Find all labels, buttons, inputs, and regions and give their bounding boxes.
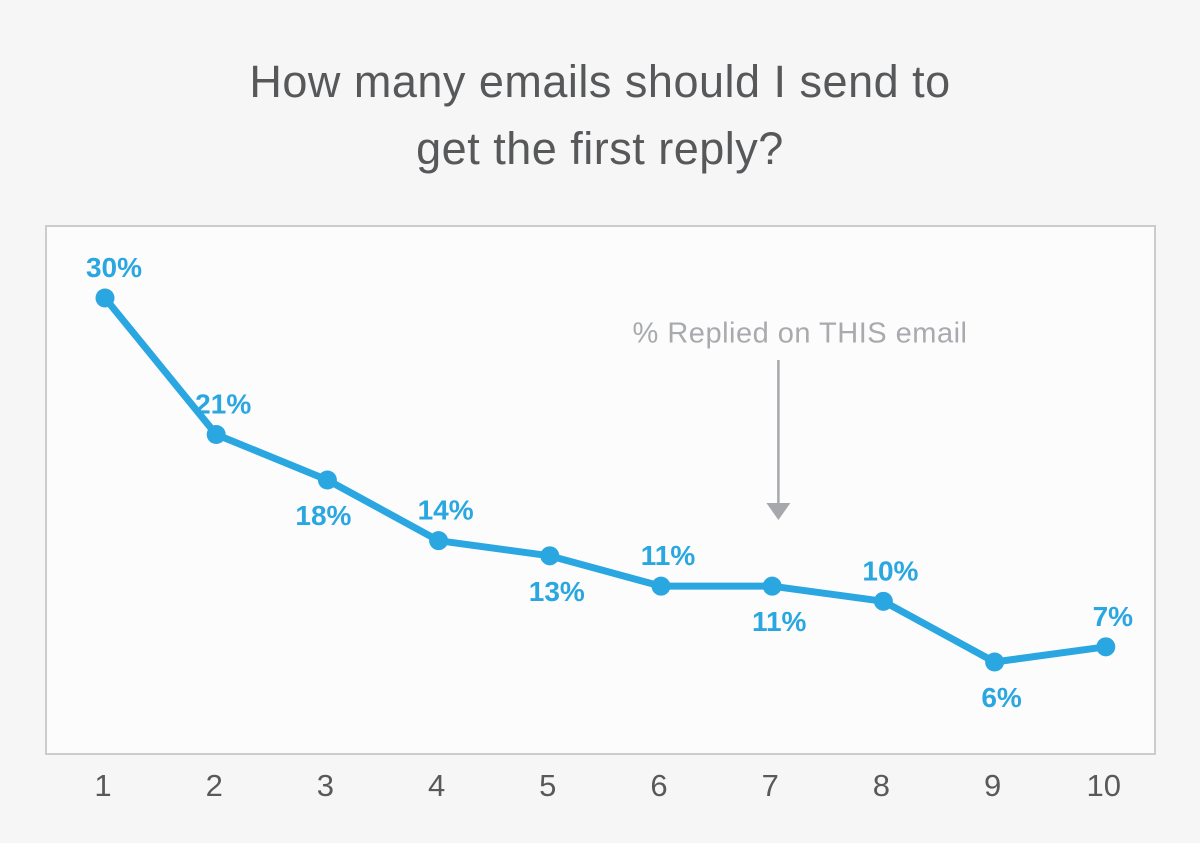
data-label: 7% xyxy=(1093,601,1134,632)
plot-area: 30% 21% 18% 14% 13% 11% 11% 10% 6% 7% % Replied o… xyxy=(45,225,1156,755)
x-tick-label-6: 6 xyxy=(650,768,668,803)
x-tick-label-5: 5 xyxy=(539,768,557,803)
series-line xyxy=(101,294,1110,666)
data-label: 11% xyxy=(752,606,807,637)
line-chart-svg: 30% 21% 18% 14% 13% 11% 11% 10% 6% 7% xyxy=(86,252,1134,713)
chart-title-line-2: get the first reply? xyxy=(416,123,784,174)
data-label: 13% xyxy=(529,576,585,607)
data-label: 21% xyxy=(195,389,251,420)
data-point xyxy=(206,425,226,444)
data-point xyxy=(1096,637,1116,657)
data-point xyxy=(985,652,1005,672)
x-axis: 1 2 3 4 5 6 7 8 9 10 xyxy=(45,768,1156,808)
data-point xyxy=(429,531,449,551)
chart-title-line-1: How many emails should I send to xyxy=(249,56,951,107)
x-tick-label-1: 1 xyxy=(94,768,112,803)
x-tick-label-9: 9 xyxy=(983,768,1002,803)
x-tick-label-8: 8 xyxy=(872,768,891,803)
data-point xyxy=(651,576,671,596)
series-annotation-label: % Replied on THIS email xyxy=(632,317,968,350)
data-label: 18% xyxy=(295,500,351,531)
x-tick-label-10: 10 xyxy=(1086,768,1122,803)
data-label: 10% xyxy=(862,555,918,586)
data-label: 6% xyxy=(981,682,1022,713)
annotation-arrow-head xyxy=(766,503,791,520)
x-tick-label-7: 7 xyxy=(761,768,779,803)
data-point xyxy=(873,591,893,611)
x-tick-label-2: 2 xyxy=(205,768,223,803)
chart-title: How many emails should I send to get the … xyxy=(0,48,1200,182)
data-label: 30% xyxy=(86,252,142,283)
x-tick-label-3: 3 xyxy=(316,768,335,803)
data-point xyxy=(317,470,337,490)
x-tick-label-4: 4 xyxy=(427,768,446,803)
data-point xyxy=(95,288,115,308)
data-label: 11% xyxy=(641,540,696,571)
data-label: 14% xyxy=(418,495,474,526)
data-point xyxy=(762,576,782,596)
data-point xyxy=(540,546,560,566)
